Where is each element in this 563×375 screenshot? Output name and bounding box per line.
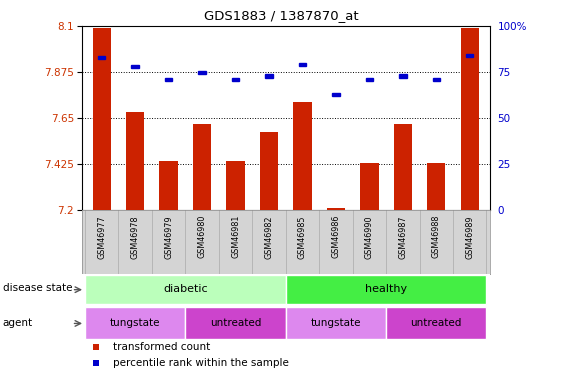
Bar bbox=[427, 163, 445, 210]
Bar bbox=[232, 78, 239, 81]
Bar bbox=[299, 63, 306, 66]
Text: tungstate: tungstate bbox=[311, 318, 361, 328]
Bar bbox=[399, 74, 406, 78]
Bar bbox=[394, 124, 412, 210]
Bar bbox=[85, 275, 286, 304]
Text: GSM46980: GSM46980 bbox=[198, 215, 207, 258]
Bar bbox=[366, 78, 373, 81]
Bar bbox=[159, 161, 178, 210]
Text: GSM46978: GSM46978 bbox=[131, 215, 140, 259]
Bar bbox=[286, 308, 386, 339]
Bar bbox=[92, 28, 111, 210]
Bar bbox=[327, 208, 345, 210]
Bar bbox=[466, 54, 473, 57]
Text: agent: agent bbox=[3, 318, 33, 328]
Text: GSM46981: GSM46981 bbox=[231, 215, 240, 258]
Text: transformed count: transformed count bbox=[113, 342, 210, 352]
Bar bbox=[198, 70, 205, 74]
Bar bbox=[360, 163, 378, 210]
Text: GDS1883 / 1387870_at: GDS1883 / 1387870_at bbox=[204, 9, 359, 22]
Bar bbox=[386, 308, 486, 339]
Text: GSM46987: GSM46987 bbox=[398, 215, 407, 259]
Text: healthy: healthy bbox=[365, 284, 407, 294]
Bar bbox=[461, 28, 479, 210]
Bar bbox=[165, 78, 172, 81]
Bar bbox=[265, 74, 272, 78]
Text: GSM46990: GSM46990 bbox=[365, 215, 374, 259]
Text: untreated: untreated bbox=[410, 318, 462, 328]
Bar bbox=[286, 275, 486, 304]
Text: tungstate: tungstate bbox=[110, 318, 160, 328]
Text: GSM46977: GSM46977 bbox=[97, 215, 106, 259]
Text: GSM46979: GSM46979 bbox=[164, 215, 173, 259]
Bar bbox=[260, 132, 278, 210]
Text: GSM46989: GSM46989 bbox=[465, 215, 474, 259]
Bar bbox=[432, 78, 440, 81]
Bar bbox=[293, 102, 312, 210]
Text: untreated: untreated bbox=[210, 318, 261, 328]
Text: diabetic: diabetic bbox=[163, 284, 208, 294]
Text: GSM46986: GSM46986 bbox=[332, 215, 341, 258]
Text: GSM46985: GSM46985 bbox=[298, 215, 307, 259]
Text: GSM46982: GSM46982 bbox=[265, 215, 274, 259]
Bar bbox=[193, 124, 211, 210]
Text: disease state: disease state bbox=[3, 283, 72, 293]
Text: percentile rank within the sample: percentile rank within the sample bbox=[113, 358, 288, 368]
Bar bbox=[226, 161, 245, 210]
Bar bbox=[332, 93, 339, 96]
Text: GSM46988: GSM46988 bbox=[432, 215, 441, 258]
Bar bbox=[126, 112, 144, 210]
Bar bbox=[132, 65, 139, 68]
Bar bbox=[185, 308, 286, 339]
Bar bbox=[98, 56, 105, 59]
Bar bbox=[85, 308, 185, 339]
